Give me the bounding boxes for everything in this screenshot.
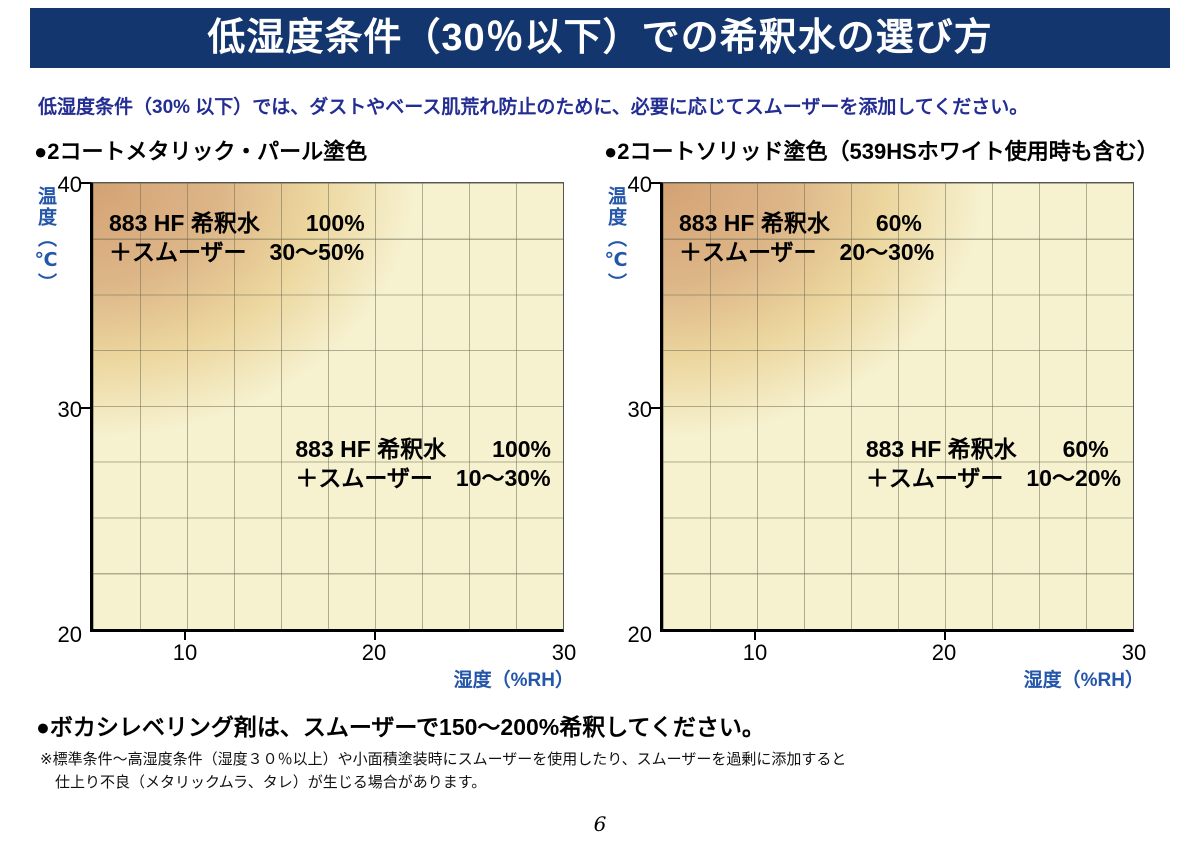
x-tick-label-10: 10 bbox=[172, 640, 198, 665]
y-tick-label-40: 40 bbox=[627, 172, 652, 197]
annotation-line: 883 HF 希釈水 60% bbox=[865, 436, 1109, 462]
x-tick-label-20: 20 bbox=[361, 640, 387, 665]
x-tick-label-10: 10 bbox=[742, 640, 768, 665]
x-axis-title: 湿度（%RH） bbox=[453, 670, 574, 691]
plot-area: 883 HF 希釈水 60% ＋スムーザー 20〜30% 883 HF 希釈水 … bbox=[660, 182, 1134, 632]
annotation-line: ＋スムーザー 10〜30% bbox=[295, 465, 551, 492]
y-tick-label-30: 30 bbox=[57, 397, 82, 422]
y-tick-label-20: 20 bbox=[57, 622, 82, 647]
x-tick-label-30: 30 bbox=[1121, 640, 1147, 665]
y-tick-mark bbox=[651, 182, 660, 184]
x-tick-label-20: 20 bbox=[931, 640, 957, 665]
y-tick-label-30: 30 bbox=[627, 397, 652, 422]
page-title: 低湿度条件（30％以下）での希釈水の選び方 bbox=[30, 8, 1170, 68]
chart-block-metallic-pearl: ●2コートメタリック・パール塗色 温度（℃） 40 30 20 883 HF 希… bbox=[30, 134, 600, 698]
chart-block-solid: ●2コートソリッド塗色（539HSホワイト使用時も含む） 温度（℃） 40 30… bbox=[600, 134, 1170, 698]
x-tick-label-30: 30 bbox=[551, 640, 577, 665]
chart-solid: 温度（℃） 40 30 20 883 HF 希釈水 60% ＋スムーザー 20〜… bbox=[600, 170, 1170, 698]
footnote-line-2: 仕上り不良（メタリックムラ、タレ）が生じる場合があります。 bbox=[55, 774, 487, 792]
footnote-line-1: ※標準条件〜高湿度条件（湿度３０％以上）や小面積塗装時にスムーザーを使用したり、… bbox=[40, 751, 847, 768]
y-tick-label-20: 20 bbox=[627, 622, 652, 647]
annotation-line: ＋スムーザー 10〜20% bbox=[865, 465, 1121, 492]
y-axis-title: 温度（℃） bbox=[605, 186, 626, 294]
annotation-line: ＋スムーザー 30〜50% bbox=[109, 239, 365, 266]
footnote: ※標準条件〜高湿度条件（湿度３０％以上）や小面積塗装時にスムーザーを使用したり、… bbox=[40, 748, 846, 795]
y-tick-mark bbox=[651, 407, 660, 409]
annotation-line: 883 HF 希釈水 100% bbox=[295, 436, 551, 462]
x-axis-title: 湿度（%RH） bbox=[1023, 670, 1144, 691]
y-tick-mark bbox=[81, 407, 90, 409]
chart-heading-metallic-pearl: ●2コートメタリック・パール塗色 bbox=[34, 139, 368, 164]
annotation-upper: 883 HF 希釈水 100% ＋スムーザー 30〜50% bbox=[109, 209, 365, 268]
intro-text: 低湿度条件（30% 以下）では、ダストやベース肌荒れ防止のために、必要に応じてス… bbox=[38, 97, 1029, 118]
x-tick-mark bbox=[374, 632, 376, 640]
x-tick-mark bbox=[944, 632, 946, 640]
x-tick-mark bbox=[184, 632, 186, 640]
y-axis-title: 温度（℃） bbox=[35, 186, 56, 294]
charts-row: ●2コートメタリック・パール塗色 温度（℃） 40 30 20 883 HF 希… bbox=[30, 134, 1170, 698]
y-tick-mark bbox=[81, 182, 90, 184]
chart-heading-solid: ●2コートソリッド塗色（539HSホワイト使用時も含む） bbox=[604, 139, 1159, 164]
annotation-upper: 883 HF 希釈水 60% ＋スムーザー 20〜30% bbox=[679, 209, 934, 268]
annotation-lower: 883 HF 希釈水 60% ＋スムーザー 10〜20% bbox=[866, 435, 1121, 494]
page-number: 6 bbox=[593, 812, 607, 836]
y-tick-label-40: 40 bbox=[57, 172, 82, 197]
chart-metallic-pearl: 温度（℃） 40 30 20 883 HF 希釈水 100% ＋スムーザー 30… bbox=[30, 170, 600, 698]
x-tick-mark bbox=[754, 632, 756, 640]
annotation-line: 883 HF 希釈水 100% bbox=[109, 210, 365, 236]
annotation-lower: 883 HF 希釈水 100% ＋スムーザー 10〜30% bbox=[295, 435, 551, 494]
plot-area: 883 HF 希釈水 100% ＋スムーザー 30〜50% 883 HF 希釈水… bbox=[90, 182, 564, 632]
footer-bullet-note: ●ボカシレベリング剤は、スムーザーで150〜200%希釈してください。 bbox=[36, 714, 765, 740]
annotation-line: ＋スムーザー 20〜30% bbox=[679, 239, 935, 266]
annotation-line: 883 HF 希釈水 60% bbox=[679, 210, 922, 236]
